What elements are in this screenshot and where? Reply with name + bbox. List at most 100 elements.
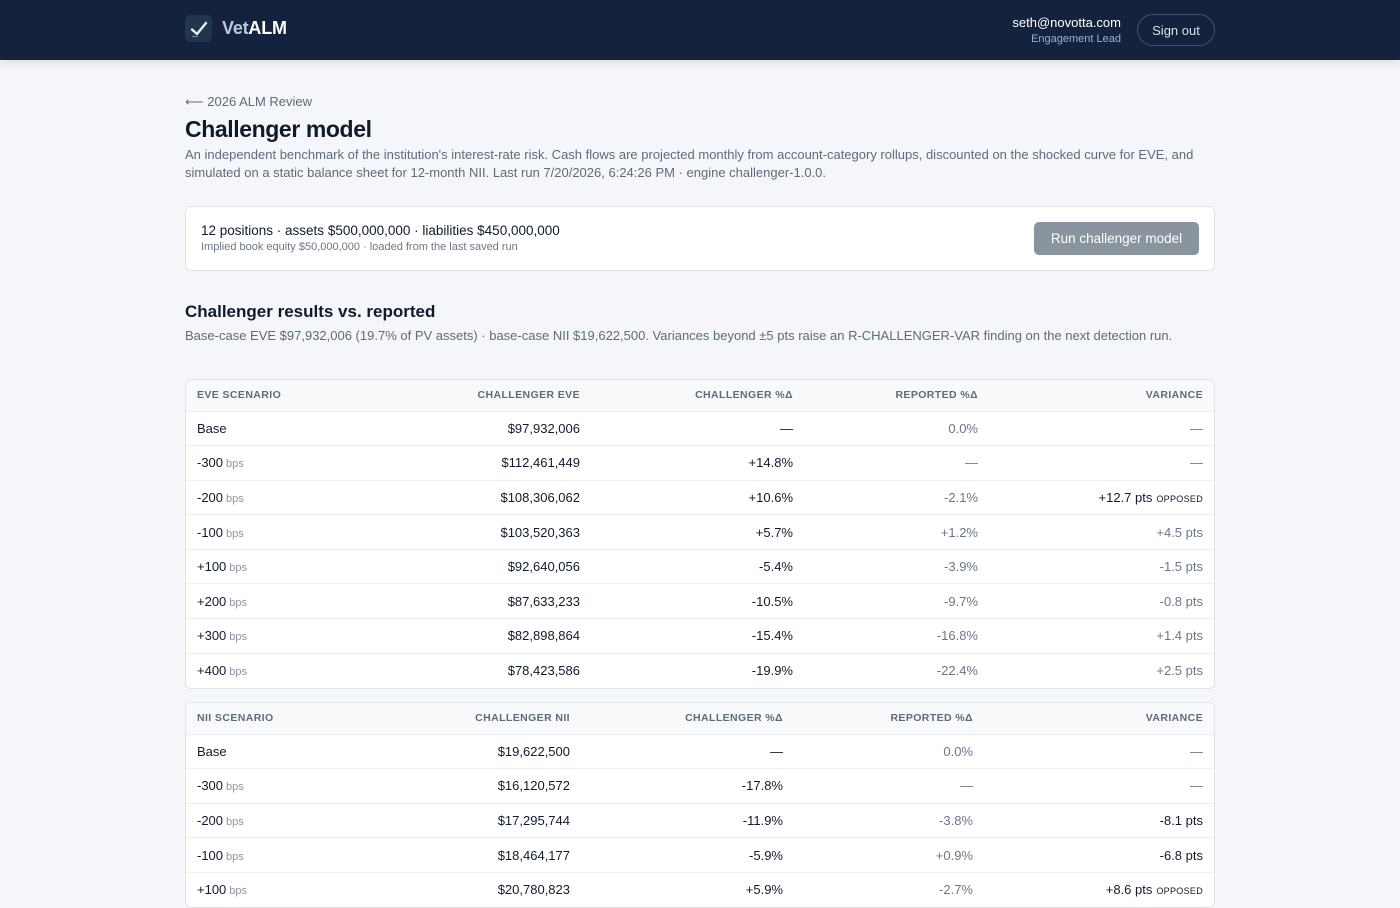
back-link-label: 2026 ALM Review [207,94,313,109]
table-row: +100 bps $20,780,823 +5.9% -2.7% +8.6 pts OPPO… [186,871,1214,907]
brand[interactable]: VetALM [185,15,287,42]
user-email: seth@novotta.com [1012,15,1121,30]
variance-value: -6.8 pts [1159,847,1203,863]
table-row: -300 bps $16,120,572 -17.8% — — [186,768,1214,804]
eve-col-reported: REPORTED %Δ [804,380,989,411]
challenger-change-cell: -11.9% [581,802,794,838]
variance-cell: +2.5 pts [989,652,1214,688]
challenger-change-cell: +14.8% [591,445,804,481]
challenger-change-cell: — [591,410,804,446]
challenger-value-cell: $18,464,177 [391,837,581,873]
nii-col-chg: CHALLENGER %Δ [581,703,794,734]
table-row: +100 bps $92,640,056 -5.4% -3.9% -1.5 pts [186,548,1214,584]
results-title: Challenger results vs. reported [185,302,436,321]
variance-value: +8.6 pts [1105,882,1153,898]
variance-value: +12.7 pts [1098,489,1153,505]
back-link[interactable]: ⟵ 2026 ALM Review [185,94,312,110]
challenger-change-cell: -17.8% [581,768,794,804]
scenario-cell: +200 bps [186,583,391,619]
challenger-change-cell: -5.9% [581,837,794,873]
scenario-label: -100 [197,847,224,863]
scenario-cell: -100 bps [186,837,391,873]
reported-change-cell: 0.0% [794,733,984,769]
run-challenger-button[interactable]: Run challenger model [1034,222,1199,255]
reported-change-cell: -16.8% [804,618,989,654]
results-description: Base-case EVE $97,932,006 (19.7% of PV a… [185,328,1173,343]
variance-cell: +8.6 pts OPPOSED [984,871,1214,907]
challenger-value-cell: $19,622,500 [391,733,581,769]
reported-change-cell: -3.8% [794,802,984,838]
scenario-unit: bps [229,562,248,575]
brand-name-vet: Vet [222,18,249,38]
scenario-label: +300 [197,628,227,644]
challenger-value-cell: $20,780,823 [391,871,581,907]
scenario-unit: bps [229,631,248,644]
opposed-badge: OPPOSED [1156,493,1203,504]
table-row: -200 bps $17,295,744 -11.9% -3.8% -8.1 pts [186,802,1214,838]
scenario-cell: -200 bps [186,802,391,838]
variance-value: — [1190,420,1203,436]
variance-value: -8.1 pts [1159,812,1203,828]
reported-change-cell: -22.4% [804,652,989,688]
challenger-change-cell: -10.5% [591,583,804,619]
challenger-value-cell: $17,295,744 [391,802,581,838]
variance-cell: +12.7 pts OPPOSED [989,479,1214,515]
challenger-change-cell: — [581,733,794,769]
brand-name-alm: ALM [248,18,287,38]
scenario-cell: -300 bps [186,445,391,481]
scenario-label: +200 [197,593,227,609]
page-title: Challenger model [185,116,372,142]
challenger-value-cell: $16,120,572 [391,768,581,804]
eve-col-value: CHALLENGER EVE [391,380,591,411]
sign-out-button[interactable]: Sign out [1137,14,1215,46]
scenario-cell: +400 bps [186,652,391,688]
table-row: -100 bps $18,464,177 -5.9% +0.9% -6.8 pts [186,837,1214,873]
variance-value: +4.5 pts [1156,524,1203,540]
back-arrow-icon: ⟵ [185,94,204,109]
scenario-label: -300 [197,778,224,794]
nii-table: NII SCENARIO CHALLENGER NII CHALLENGER %… [185,702,1215,908]
challenger-change-cell: -5.4% [591,548,804,584]
scenario-unit: bps [229,596,248,609]
eve-table-body: Base $97,932,006—0.0% — -300 bps $112,461,449… [186,410,1214,688]
challenger-value-cell: $82,898,864 [391,618,591,654]
nii-col-value: CHALLENGER NII [391,703,581,734]
scenario-cell: -300 bps [186,768,391,804]
scenario-cell: +100 bps [186,871,391,907]
scenario-label: -200 [197,812,224,828]
variance-cell: — [989,445,1214,481]
variance-value: — [1190,743,1203,759]
challenger-value-cell: $97,932,006 [391,410,591,446]
nii-col-reported: REPORTED %Δ [794,703,984,734]
scenario-unit: bps [229,885,248,898]
eve-col-chg: CHALLENGER %Δ [591,380,804,411]
challenger-change-cell: +10.6% [591,479,804,515]
nii-col-variance: VARIANCE [984,703,1214,734]
scenario-label: -200 [197,489,224,505]
summary-sub: Implied book equity $50,000,000 · loaded… [201,241,518,253]
scenario-cell: -100 bps [186,514,391,550]
table-row: +300 bps $82,898,864 -15.4% -16.8% +1.4 pts [186,618,1214,654]
reported-change-cell: 0.0% [804,410,989,446]
reported-change-cell: — [794,768,984,804]
table-row: +200 bps $87,633,233 -10.5% -9.7% -0.8 pts [186,583,1214,619]
scenario-unit: bps [226,458,244,471]
variance-cell: +1.4 pts [989,618,1214,654]
challenger-change-cell: -15.4% [591,618,804,654]
variance-cell: -8.1 pts [984,802,1214,838]
scenario-label: Base [197,420,227,436]
challenger-value-cell: $92,640,056 [391,548,591,584]
positions-summary-card: 12 positions · assets $500,000,000 · lia… [185,206,1215,271]
variance-cell: -1.5 pts [989,548,1214,584]
challenger-value-cell: $103,520,363 [391,514,591,550]
eve-col-variance: VARIANCE [989,380,1214,411]
variance-value: -0.8 pts [1159,593,1203,609]
scenario-unit: bps [226,527,244,540]
variance-value: -1.5 pts [1159,559,1203,575]
opposed-badge: OPPOSED [1156,886,1203,897]
eve-col-scenario: EVE SCENARIO [186,380,391,411]
table-row: -200 bps $108,306,062 +10.6% -2.1% +12.7 pts O… [186,479,1214,515]
challenger-change-cell: +5.7% [591,514,804,550]
variance-cell: -0.8 pts [989,583,1214,619]
user-info: seth@novotta.com Engagement Lead [1012,15,1121,46]
